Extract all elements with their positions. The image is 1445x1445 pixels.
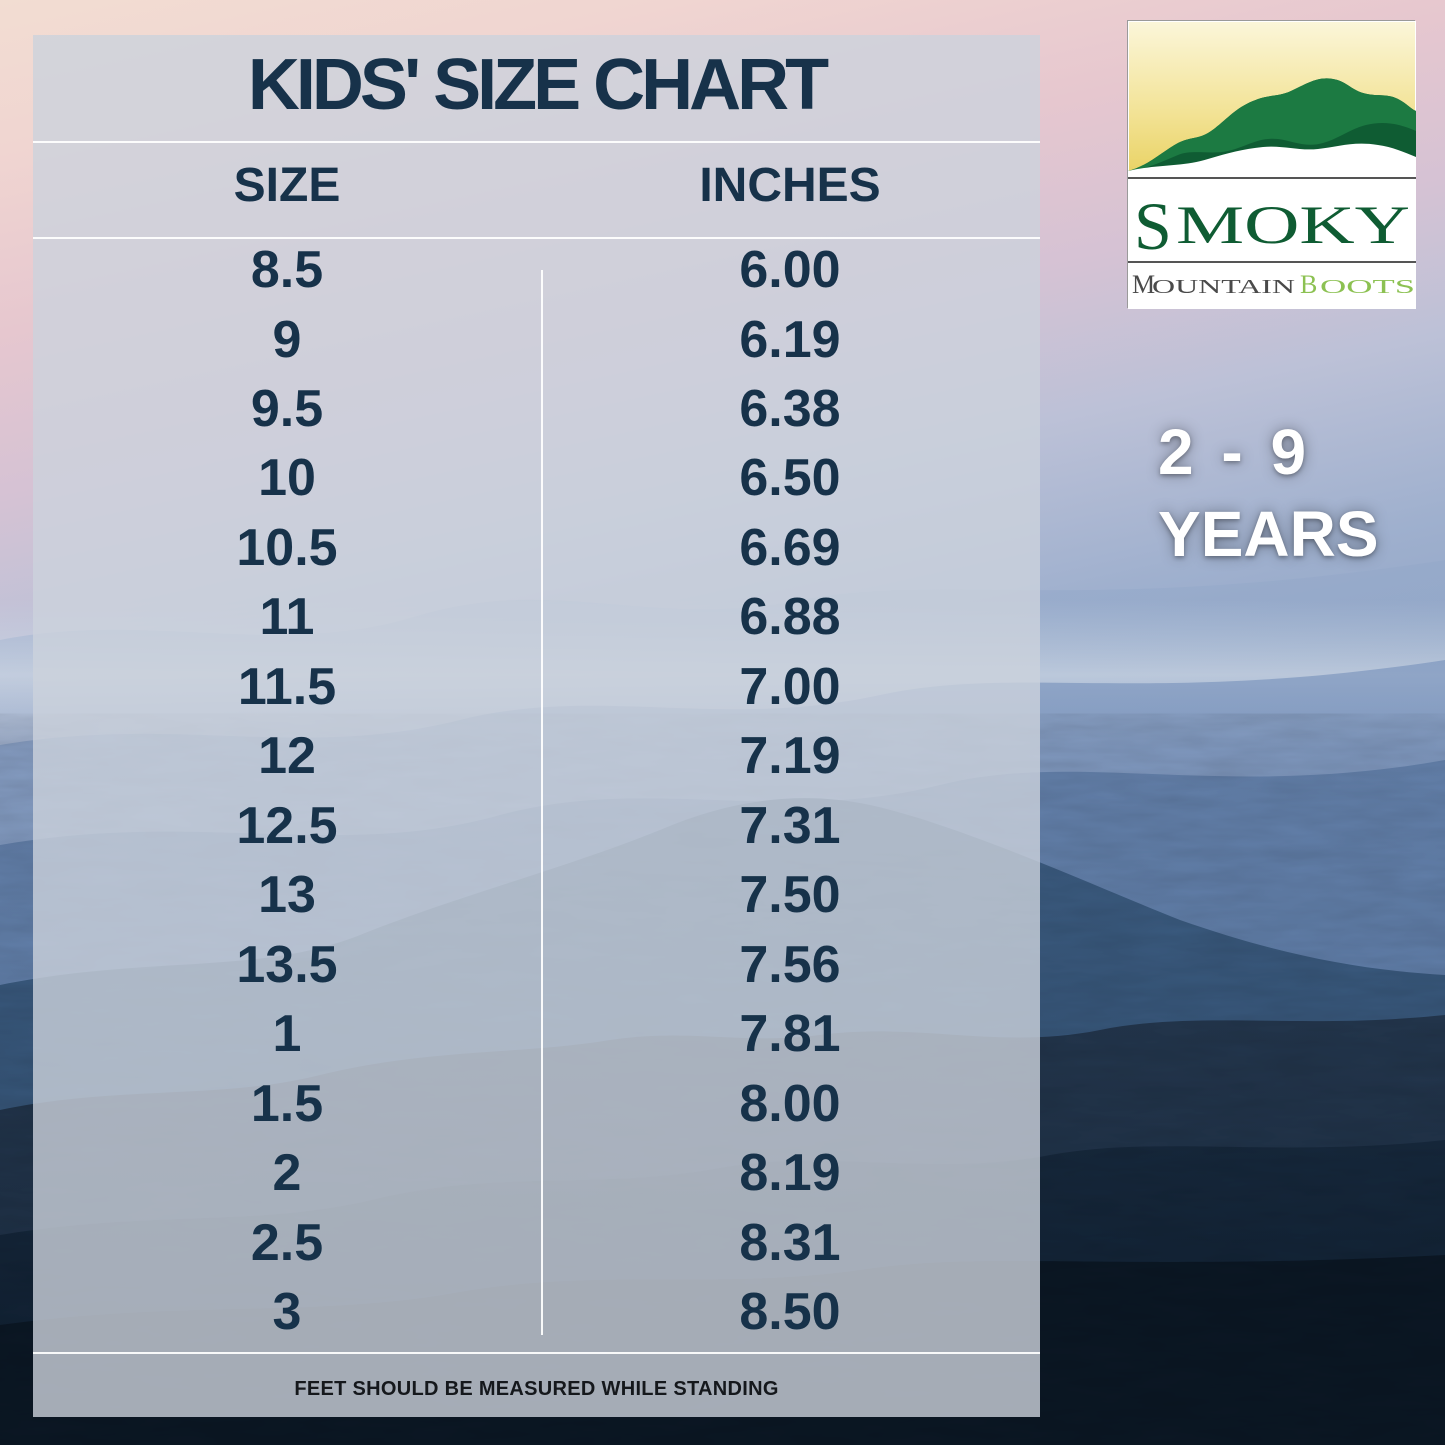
svg-text:OUNTAIN: OUNTAIN bbox=[1152, 276, 1295, 298]
svg-text:S: S bbox=[1134, 188, 1172, 264]
svg-text:MOKY: MOKY bbox=[1176, 195, 1410, 255]
svg-text:OOTS: OOTS bbox=[1320, 276, 1415, 298]
svg-text:B: B bbox=[1300, 270, 1317, 299]
